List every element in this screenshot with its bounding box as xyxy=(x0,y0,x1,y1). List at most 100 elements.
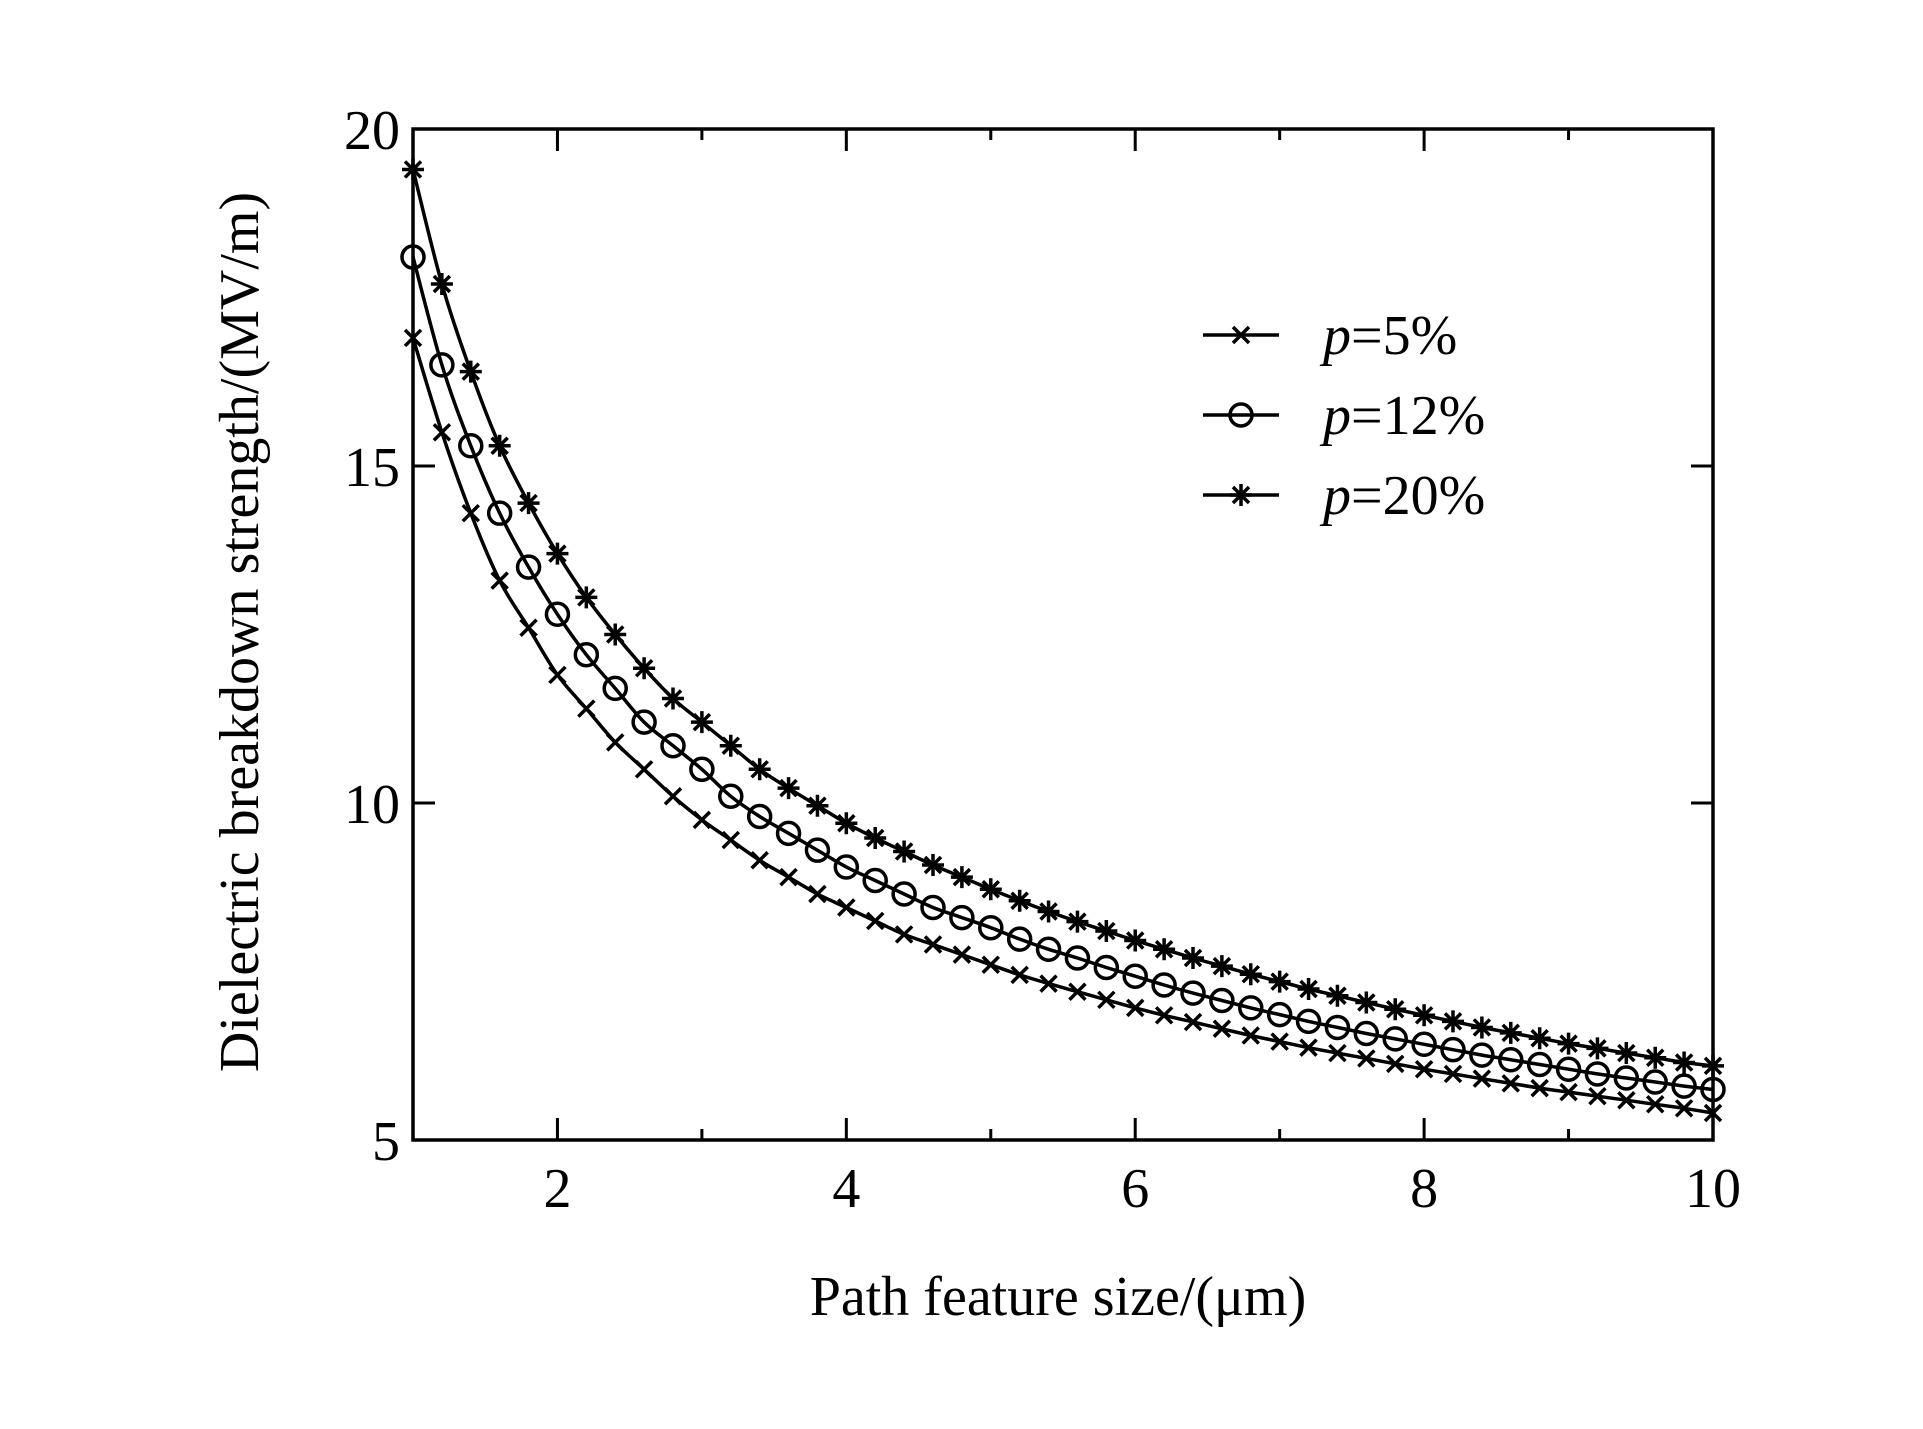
data-point xyxy=(1557,1032,1580,1055)
data-point xyxy=(402,158,424,181)
data-point xyxy=(575,586,598,609)
legend: p=5% p=12% p=20% xyxy=(1203,305,1485,527)
x-tick-label: 10 xyxy=(1685,1158,1741,1220)
data-point xyxy=(1006,926,1033,952)
data-point xyxy=(429,352,455,378)
data-point xyxy=(1703,1103,1723,1123)
legend-label: p=5% xyxy=(1319,305,1457,367)
data-point xyxy=(1702,1054,1724,1077)
data-point xyxy=(432,423,452,442)
data-point xyxy=(1385,1054,1405,1074)
data-point xyxy=(806,794,829,817)
data-point xyxy=(1097,990,1116,1010)
data-point xyxy=(605,733,625,752)
data-point xyxy=(1239,963,1262,986)
data-point xyxy=(1010,965,1029,985)
data-point xyxy=(1530,1078,1549,1098)
data-point xyxy=(748,758,771,781)
data-point xyxy=(1586,1037,1609,1060)
data-point xyxy=(1154,1006,1174,1025)
data-point xyxy=(461,503,481,523)
data-point xyxy=(1642,1069,1668,1095)
data-point xyxy=(604,623,627,646)
data-point xyxy=(1324,1014,1351,1041)
data-point xyxy=(1413,1004,1436,1027)
data-point xyxy=(1414,1059,1434,1079)
data-point xyxy=(1411,1031,1437,1058)
data-point xyxy=(1353,1020,1380,1047)
series-p20 xyxy=(402,158,1724,1077)
data-point xyxy=(1151,972,1177,998)
data-point xyxy=(1584,1061,1611,1087)
data-point xyxy=(400,244,426,270)
data-point xyxy=(1528,1027,1551,1050)
data-point xyxy=(1180,980,1206,1006)
data-point xyxy=(891,881,917,907)
legend-marker xyxy=(1231,325,1251,345)
y-tick-label: 10 xyxy=(344,774,400,836)
series-line xyxy=(411,337,1714,1115)
x-tick-label: 2 xyxy=(543,1158,571,1220)
data-point xyxy=(865,911,885,931)
x-axis-title: Path feature size/(μm) xyxy=(810,1266,1306,1328)
data-point xyxy=(1068,982,1087,1001)
data-point xyxy=(1183,1012,1203,1032)
data-point xyxy=(833,854,860,880)
data-point xyxy=(721,830,741,850)
data-point xyxy=(750,851,769,870)
data-point xyxy=(548,665,567,685)
data-point xyxy=(660,732,686,759)
data-point xyxy=(1095,920,1118,943)
data-point xyxy=(490,571,509,590)
data-point xyxy=(1613,1065,1640,1091)
data-point xyxy=(1270,1032,1289,1051)
y-tick-label: 20 xyxy=(344,100,400,162)
data-point xyxy=(1008,889,1031,912)
series-p12 xyxy=(400,244,1726,1103)
data-point xyxy=(837,898,856,917)
series-p5 xyxy=(403,328,1723,1123)
data-point xyxy=(1212,1019,1232,1039)
data-point xyxy=(1295,1008,1322,1035)
data-point xyxy=(1093,954,1120,981)
data-point xyxy=(1472,1069,1492,1088)
data-point xyxy=(1501,1074,1521,1093)
data-point xyxy=(692,810,712,830)
data-point xyxy=(808,884,827,904)
data-point xyxy=(633,657,656,680)
data-point xyxy=(981,955,1001,974)
data-point xyxy=(804,837,831,863)
data-point xyxy=(1615,1042,1638,1065)
data-point xyxy=(922,854,944,877)
data-point xyxy=(1039,974,1058,993)
data-point xyxy=(1266,1001,1293,1028)
data-point xyxy=(779,867,798,887)
data-point xyxy=(1209,987,1235,1014)
data-point xyxy=(663,787,683,806)
data-point xyxy=(634,760,654,779)
data-point xyxy=(515,554,542,580)
x-tick-label: 8 xyxy=(1410,1158,1438,1220)
data-point xyxy=(1182,947,1204,970)
data-point xyxy=(1674,1099,1694,1118)
data-point xyxy=(1700,1076,1726,1103)
data-point xyxy=(978,914,1004,941)
data-point xyxy=(979,878,1002,901)
data-point xyxy=(894,925,914,944)
data-point xyxy=(1268,970,1291,993)
data-point xyxy=(1644,1046,1667,1069)
data-point xyxy=(459,360,482,383)
data-point xyxy=(1498,1047,1524,1073)
data-point xyxy=(920,894,946,921)
data-point xyxy=(1210,955,1233,978)
data-point xyxy=(719,734,742,757)
data-point xyxy=(1526,1051,1553,1078)
data-point xyxy=(864,827,887,850)
data-point xyxy=(950,866,973,889)
data-point xyxy=(1555,1056,1582,1082)
data-point xyxy=(952,945,972,964)
data-point xyxy=(631,709,657,735)
data-point xyxy=(1124,929,1147,952)
data-point xyxy=(602,675,628,702)
